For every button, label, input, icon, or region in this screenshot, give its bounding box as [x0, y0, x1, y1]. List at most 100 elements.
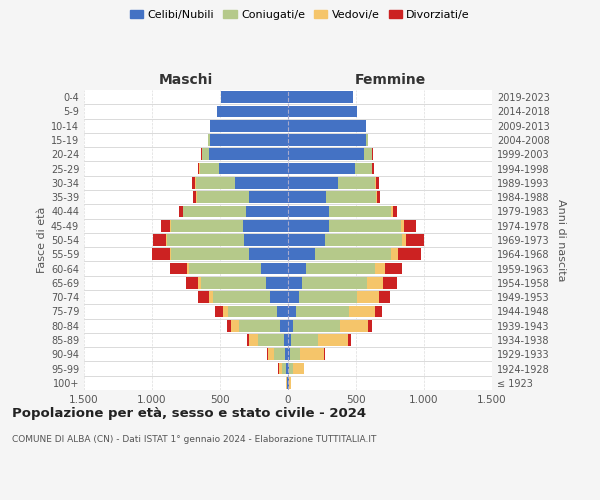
- Bar: [199, 162, 200, 174]
- Bar: [235, 177, 288, 188]
- Bar: [208, 134, 211, 146]
- Bar: [196, 192, 197, 203]
- Bar: [349, 306, 375, 318]
- Bar: [324, 348, 325, 360]
- Bar: [288, 248, 315, 260]
- Bar: [186, 277, 198, 288]
- Bar: [189, 262, 261, 274]
- Bar: [371, 148, 373, 160]
- Bar: [202, 148, 209, 160]
- Bar: [401, 220, 404, 232]
- Bar: [288, 277, 302, 288]
- Bar: [201, 277, 266, 288]
- Bar: [285, 348, 288, 360]
- Bar: [198, 292, 209, 303]
- Bar: [364, 148, 371, 160]
- Bar: [258, 334, 284, 346]
- Bar: [288, 206, 329, 218]
- Bar: [218, 162, 288, 174]
- Bar: [192, 177, 195, 188]
- Bar: [288, 362, 289, 374]
- Bar: [299, 292, 358, 303]
- Bar: [293, 320, 340, 332]
- Bar: [227, 320, 231, 332]
- Bar: [375, 177, 376, 188]
- Bar: [197, 162, 199, 174]
- Bar: [213, 292, 271, 303]
- Bar: [248, 248, 288, 260]
- Text: Maschi: Maschi: [159, 74, 213, 88]
- Bar: [211, 120, 288, 132]
- Bar: [288, 292, 299, 303]
- Bar: [288, 320, 293, 332]
- Bar: [348, 334, 350, 346]
- Bar: [288, 306, 296, 318]
- Bar: [318, 334, 348, 346]
- Bar: [288, 92, 353, 103]
- Bar: [215, 306, 223, 318]
- Bar: [288, 148, 364, 160]
- Bar: [171, 220, 243, 232]
- Bar: [406, 234, 424, 246]
- Y-axis label: Fasce di età: Fasce di età: [37, 207, 47, 273]
- Bar: [375, 306, 382, 318]
- Bar: [268, 348, 274, 360]
- Bar: [367, 277, 383, 288]
- Bar: [193, 192, 196, 203]
- Bar: [376, 192, 377, 203]
- Bar: [290, 348, 299, 360]
- Bar: [365, 134, 368, 146]
- Bar: [326, 192, 376, 203]
- Bar: [209, 292, 213, 303]
- Bar: [201, 148, 202, 160]
- Bar: [279, 362, 282, 374]
- Bar: [166, 234, 167, 246]
- Bar: [287, 377, 288, 388]
- Bar: [223, 306, 228, 318]
- Text: Femmine: Femmine: [355, 74, 425, 88]
- Bar: [183, 206, 246, 218]
- Bar: [296, 306, 349, 318]
- Bar: [210, 120, 211, 132]
- Bar: [246, 206, 288, 218]
- Bar: [288, 377, 289, 388]
- Bar: [383, 277, 397, 288]
- Bar: [244, 234, 288, 246]
- Text: Popolazione per età, sesso e stato civile - 2024: Popolazione per età, sesso e stato civil…: [12, 408, 366, 420]
- Bar: [302, 277, 367, 288]
- Bar: [217, 106, 288, 118]
- Bar: [288, 234, 325, 246]
- Bar: [288, 334, 291, 346]
- Bar: [261, 262, 288, 274]
- Bar: [152, 248, 170, 260]
- Bar: [221, 92, 288, 103]
- Bar: [379, 292, 390, 303]
- Bar: [365, 120, 366, 132]
- Bar: [338, 177, 375, 188]
- Bar: [153, 234, 166, 246]
- Bar: [209, 148, 288, 160]
- Bar: [305, 262, 375, 274]
- Bar: [198, 277, 201, 288]
- Bar: [248, 334, 258, 346]
- Bar: [248, 192, 288, 203]
- Bar: [393, 206, 397, 218]
- Bar: [197, 192, 248, 203]
- Bar: [398, 248, 421, 260]
- Bar: [288, 162, 355, 174]
- Bar: [288, 262, 305, 274]
- Bar: [196, 177, 235, 188]
- Text: COMUNE DI ALBA (CN) - Dati ISTAT 1° gennaio 2024 - Elaborazione TUTTITALIA.IT: COMUNE DI ALBA (CN) - Dati ISTAT 1° genn…: [12, 435, 376, 444]
- Bar: [391, 248, 398, 260]
- Bar: [170, 220, 171, 232]
- Bar: [167, 234, 244, 246]
- Bar: [355, 162, 371, 174]
- Bar: [284, 334, 288, 346]
- Bar: [211, 134, 288, 146]
- Bar: [239, 320, 280, 332]
- Bar: [200, 162, 218, 174]
- Bar: [247, 334, 248, 346]
- Bar: [170, 248, 171, 260]
- Bar: [288, 192, 326, 203]
- Bar: [195, 177, 196, 188]
